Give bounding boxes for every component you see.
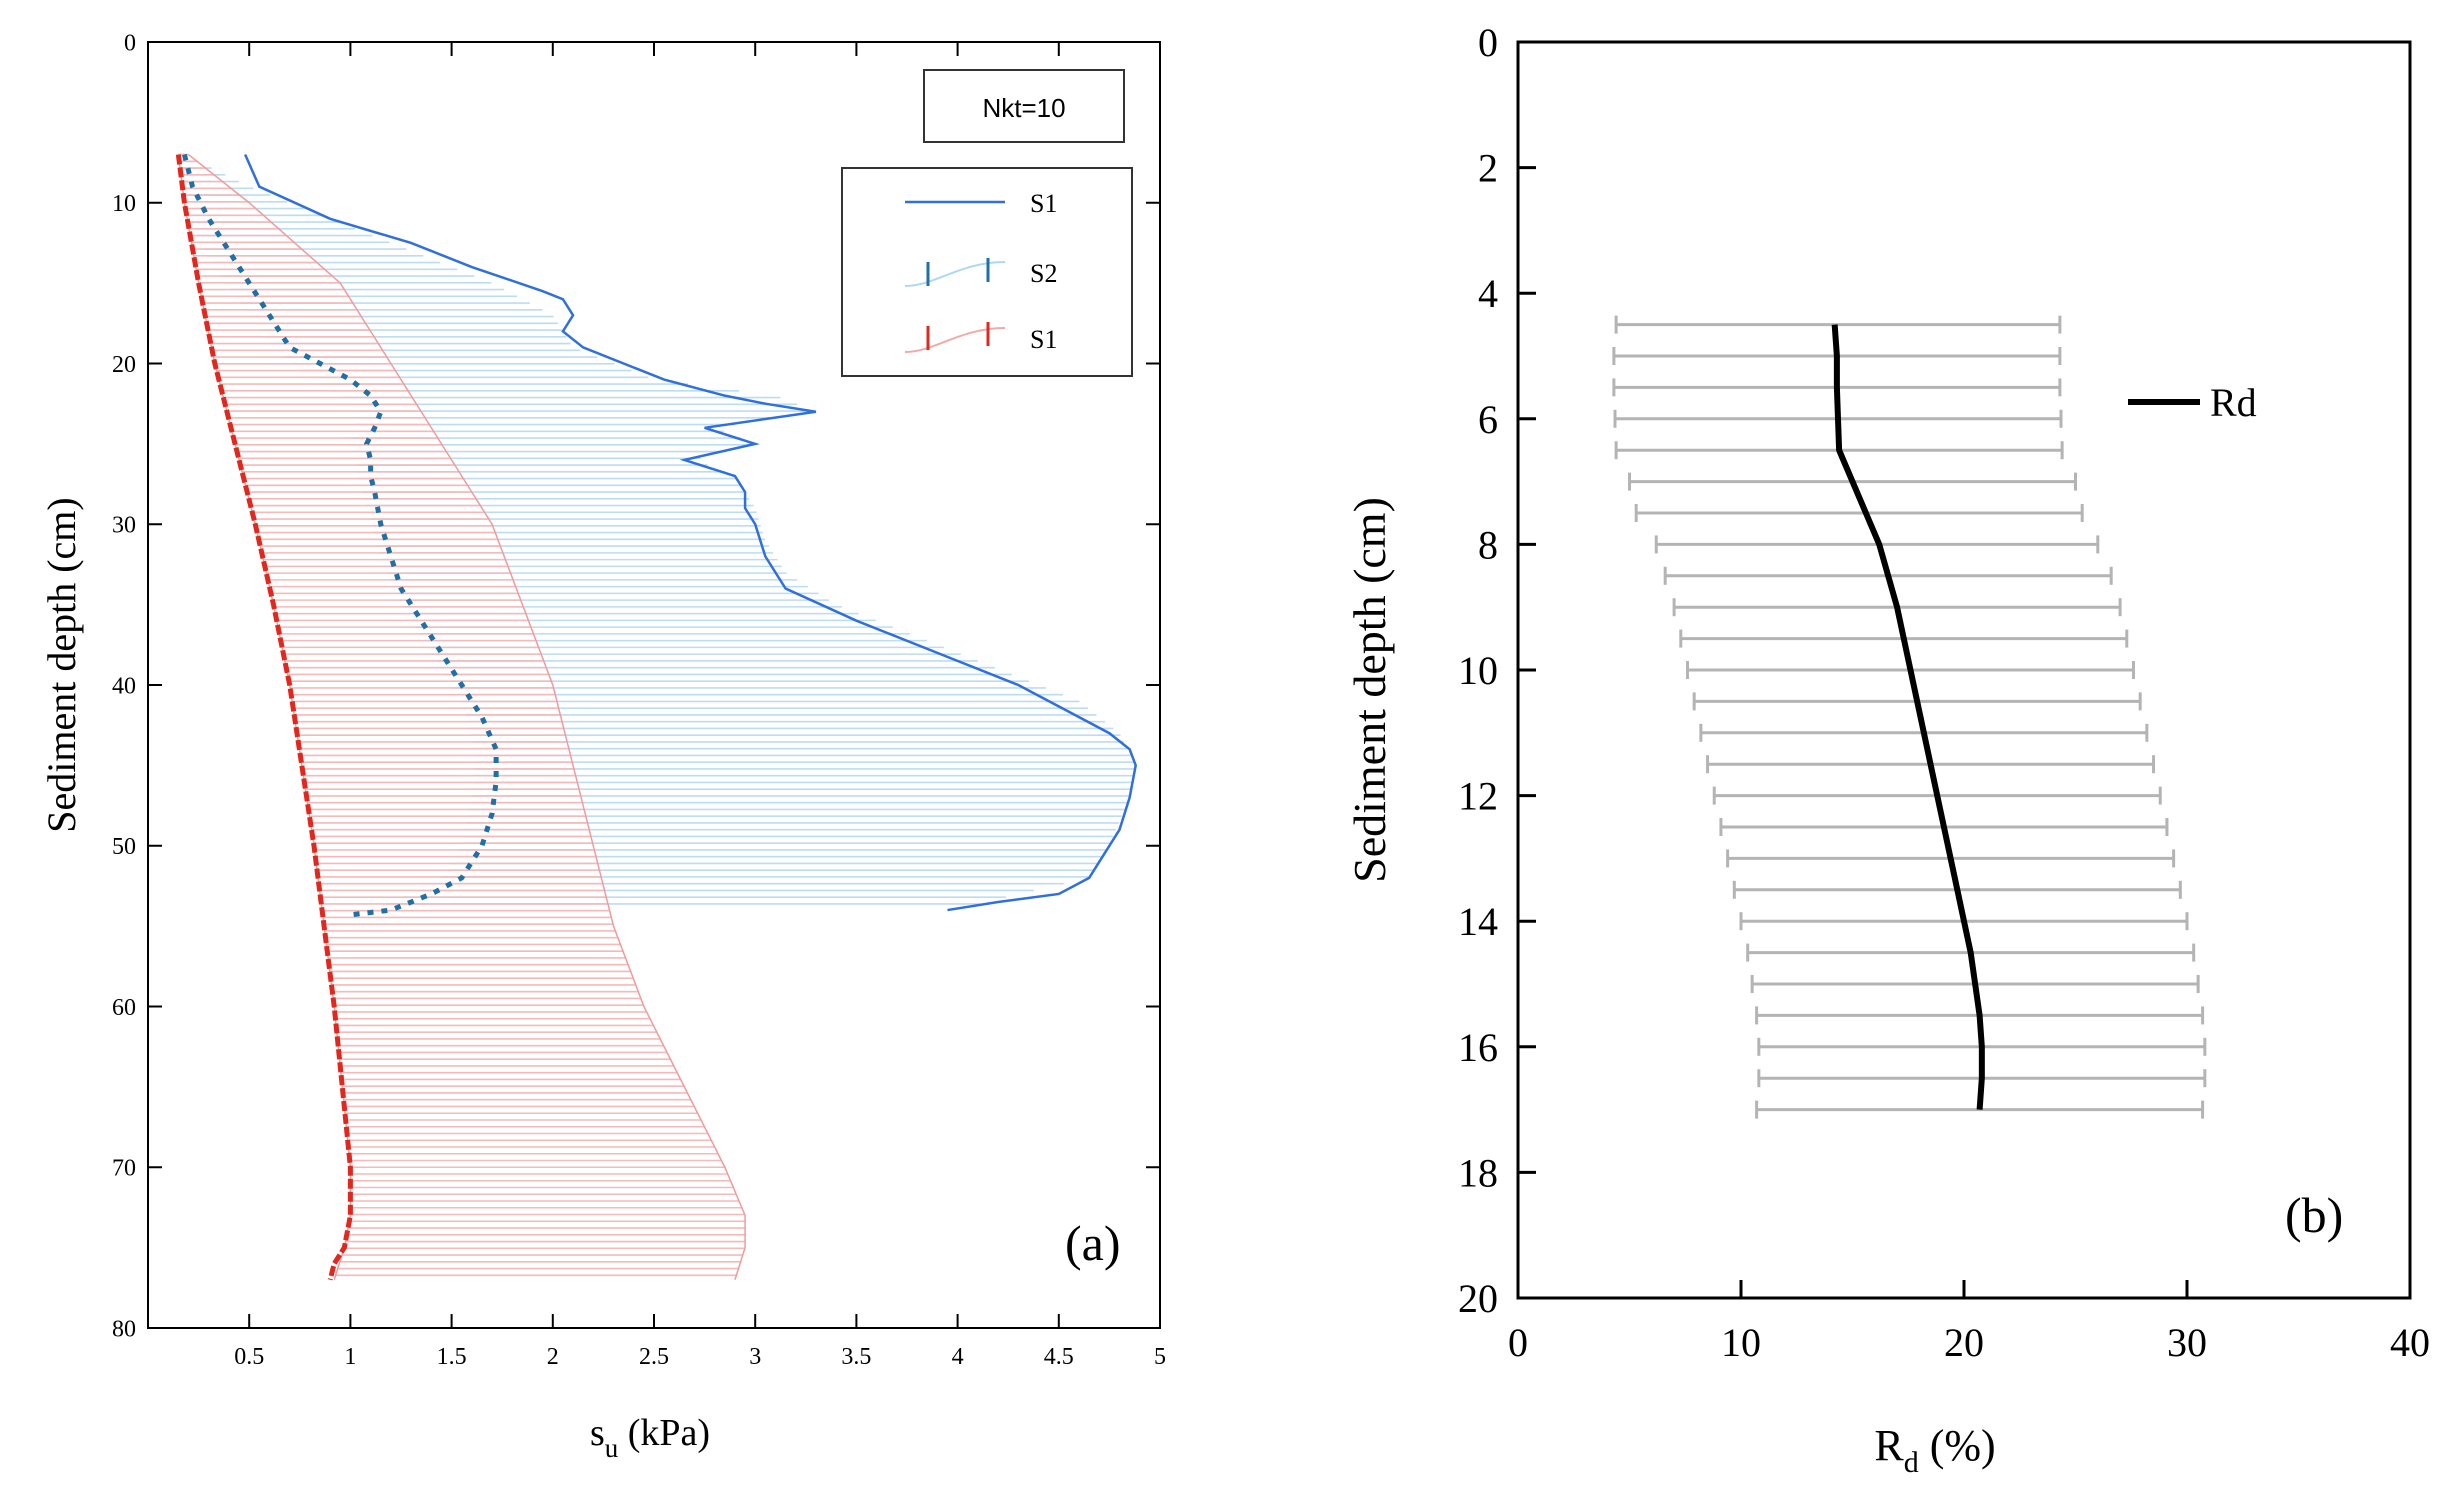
panel-a-y-axis-title: Sediment depth (cm): [39, 497, 84, 832]
a-x-tick-label: 2: [547, 1344, 559, 1370]
panel-b-series-lines: [1831, 324, 1985, 1110]
b-x-tick-label: 0: [1508, 1320, 1528, 1365]
panel-a-x-axis-title: su (kPa): [590, 1412, 710, 1463]
b-x-tick-label: 20: [1944, 1320, 1984, 1365]
series-line-s2: [182, 153, 499, 918]
legend-label-rd: Rd: [2210, 380, 2257, 425]
panel-b-xlabel-unit: (%): [1919, 1421, 1996, 1470]
a-y-tick-label: 50: [112, 834, 136, 860]
panel-a-axes: [147, 41, 1161, 1329]
panel-a-error-bands: [177, 153, 1136, 1281]
legend-swatch-s1-red-band: [904, 327, 1006, 353]
panel-b-chart: 0 10 20 30 40 0 2 4 6 8 10 12 14 16 18 20 Rd (b) Rd (%)…: [1344, 20, 2430, 1479]
panel-a-annotation-box: Nkt=10: [923, 69, 1125, 143]
legend-label-s2: S2: [1030, 259, 1057, 288]
a-x-tick-label: 2.5: [639, 1344, 669, 1370]
band-edge-s1-red: [188, 153, 746, 1281]
b-y-tick-label: 10: [1458, 648, 1498, 693]
a-x-tick-label: 1: [344, 1344, 356, 1370]
panel-a-annotation: Nkt=10: [982, 93, 1065, 123]
b-y-tick-label: 16: [1458, 1025, 1498, 1070]
a-x-tick-label: 4.5: [1044, 1344, 1074, 1370]
panel-a-series-lines: [175, 153, 1138, 1281]
a-y-tick-label: 30: [112, 513, 136, 539]
legend-label-s1-red: S1: [1030, 325, 1057, 354]
b-y-tick-label: 18: [1458, 1150, 1498, 1195]
a-y-tick-label: 40: [112, 673, 136, 699]
b-x-tick-label: 10: [1721, 1320, 1761, 1365]
panel-b-axes: [1516, 40, 2412, 1300]
panel-b-label: (b): [2285, 1187, 2343, 1243]
legend-label-s1-blue: S1: [1030, 189, 1057, 218]
a-x-tick-label: 5: [1154, 1344, 1166, 1370]
b-y-tick-label: 0: [1478, 20, 1498, 65]
legend-swatch-s2-band: [904, 261, 1006, 287]
b-y-tick-label: 20: [1458, 1276, 1498, 1321]
a-y-tick-label: 80: [112, 1316, 136, 1342]
a-y-tick-label: 20: [112, 352, 136, 378]
series-line-s1-red: [175, 154, 353, 1281]
panel-b-y-axis-title: Sediment depth (cm): [1344, 497, 1395, 883]
a-x-tick-label: 3: [749, 1344, 761, 1370]
b-x-tick-label: 30: [2167, 1320, 2207, 1365]
panel-b-legend: Rd: [2128, 380, 2257, 425]
b-y-tick-label: 12: [1458, 774, 1498, 819]
a-y-tick-label: 10: [112, 191, 136, 217]
panel-a-label: (a): [1065, 1215, 1121, 1271]
panel-a-xlabel-unit: (kPa): [618, 1412, 710, 1454]
panel-b-xlabel-sub: d: [1904, 1446, 1919, 1479]
panel-a-legend: S1 S2 S1: [841, 167, 1133, 377]
a-x-tick-label: 1.5: [437, 1344, 467, 1370]
b-x-tick-label: 40: [2390, 1320, 2430, 1365]
b-y-tick-label: 4: [1478, 271, 1498, 316]
a-x-tick-label: 3.5: [841, 1344, 871, 1370]
series-line-s1-blue: [244, 154, 1138, 912]
panel-b-tick-labels: 0 10 20 30 40 0 2 4 6 8 10 12 14 16 18 20: [1458, 20, 2430, 1365]
a-y-tick-label: 0: [124, 30, 136, 56]
a-y-tick-label: 70: [112, 1156, 136, 1182]
b-y-tick-label: 2: [1478, 146, 1498, 191]
b-y-tick-label: 8: [1478, 522, 1498, 567]
series-line-rd: [1831, 324, 1985, 1110]
a-x-tick-label: 0.5: [234, 1344, 264, 1370]
panel-b-xlabel-main: R: [1874, 1421, 1904, 1470]
b-y-tick-label: 6: [1478, 397, 1498, 442]
b-y-tick-label: 14: [1458, 899, 1498, 944]
panel-a-xlabel-main: s: [590, 1412, 605, 1454]
a-x-tick-label: 4: [952, 1344, 964, 1370]
panel-b-x-axis-title: Rd (%): [1874, 1421, 1995, 1479]
panel-a-xlabel-sub: u: [605, 1433, 619, 1463]
a-y-tick-label: 60: [112, 995, 136, 1021]
